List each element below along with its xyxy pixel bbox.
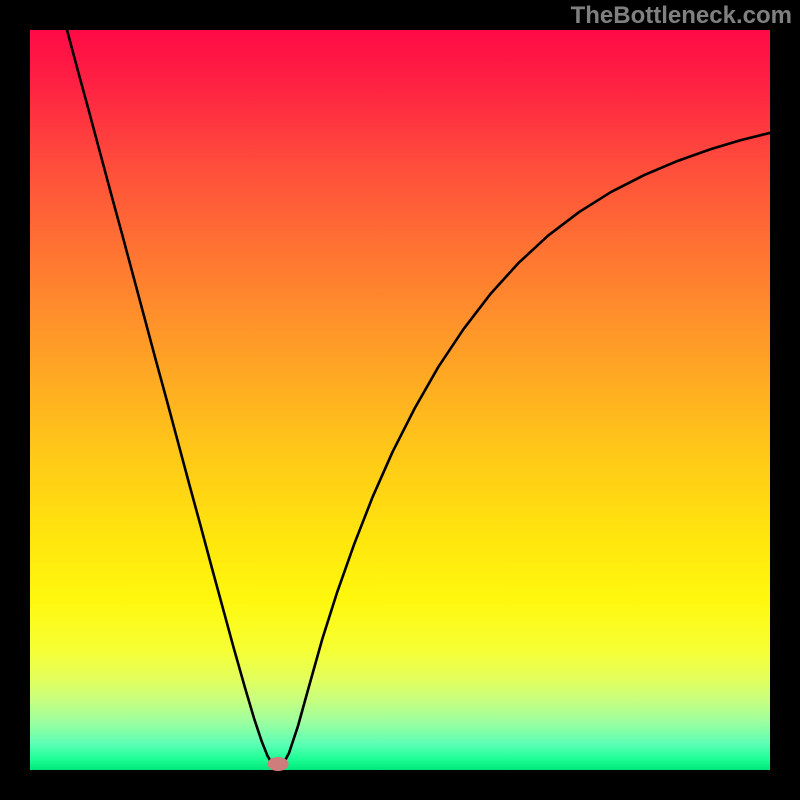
trough-marker [267, 757, 288, 771]
watermark-text: TheBottleneck.com [571, 2, 792, 30]
plot-area [30, 30, 770, 770]
chart-root: TheBottleneck.com [0, 0, 800, 800]
bottleneck-curve [30, 30, 770, 770]
